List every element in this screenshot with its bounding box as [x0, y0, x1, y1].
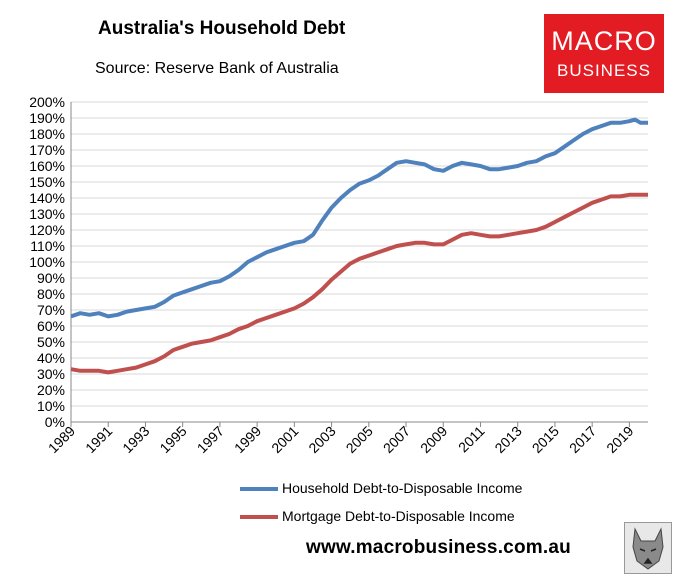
- y-tick-label: 50%: [37, 334, 65, 350]
- y-tick-label: 190%: [29, 110, 65, 126]
- y-tick-label: 110%: [30, 238, 65, 254]
- y-tick-label: 120%: [29, 222, 65, 238]
- legend-item-household: Household Debt-to-Disposable Income: [240, 480, 522, 496]
- y-tick-label: 30%: [37, 366, 65, 382]
- y-tick-label: 80%: [37, 286, 65, 302]
- x-tick-label: 1995: [156, 423, 189, 456]
- legend-item-mortgage: Mortgage Debt-to-Disposable Income: [240, 508, 515, 524]
- footer-url: www.macrobusiness.com.au: [306, 537, 571, 558]
- series-line-mortgage: [70, 192, 648, 375]
- y-tick-label: 200%: [29, 94, 65, 110]
- y-tick-label: 150%: [29, 174, 65, 190]
- logo-line-2: BUSINESS: [557, 61, 651, 80]
- x-tick-label: 2007: [380, 423, 413, 456]
- x-tick-label: 1991: [82, 423, 115, 456]
- macrobusiness-logo: MACRO BUSINESS: [544, 14, 664, 93]
- y-tick-label: 60%: [37, 318, 65, 334]
- legend-label-household: Household Debt-to-Disposable Income: [282, 480, 523, 496]
- y-tick-label: 10%: [37, 398, 65, 414]
- y-tick-label: 160%: [29, 158, 65, 174]
- x-tick-label: 2009: [417, 423, 450, 456]
- x-tick-label: 2017: [566, 423, 599, 456]
- x-tick-label: 2001: [268, 423, 301, 456]
- chart-source: Source: Reserve Bank of Australia: [95, 60, 339, 77]
- legend-swatch-household: [240, 487, 278, 492]
- y-tick-label: 180%: [29, 126, 65, 142]
- x-tick-label: 2011: [455, 423, 488, 456]
- y-tick-label: 20%: [37, 382, 65, 398]
- x-tick-label: 1993: [119, 423, 152, 456]
- y-tick-label: 130%: [29, 206, 65, 222]
- x-tick-label: 2003: [305, 423, 338, 456]
- legend-label-mortgage: Mortgage Debt-to-Disposable Income: [282, 508, 515, 524]
- y-tick-label: 40%: [37, 350, 65, 366]
- x-tick-label: 2013: [491, 423, 524, 456]
- wolf-logo: [624, 522, 672, 574]
- chart-title: Australia's Household Debt: [98, 18, 346, 39]
- x-tick-label: 1997: [194, 423, 227, 456]
- logo-line-1: MACRO: [551, 26, 657, 56]
- line-chart: 0%10%20%30%40%50%60%70%80%90%100%110%120…: [29, 94, 648, 456]
- x-tick-label: 2015: [529, 423, 562, 456]
- series-line-household: [70, 117, 648, 319]
- x-tick-label: 1999: [231, 423, 264, 456]
- y-tick-label: 170%: [29, 142, 65, 158]
- y-tick-label: 90%: [37, 270, 65, 286]
- y-tick-label: 70%: [37, 302, 65, 318]
- y-tick-label: 100%: [29, 254, 65, 270]
- x-tick-label: 2005: [343, 423, 376, 456]
- y-tick-label: 140%: [29, 190, 65, 206]
- x-tick-label: 2019: [603, 423, 636, 456]
- y-tick-label: 0%: [45, 414, 65, 430]
- legend-swatch-mortgage: [240, 515, 278, 520]
